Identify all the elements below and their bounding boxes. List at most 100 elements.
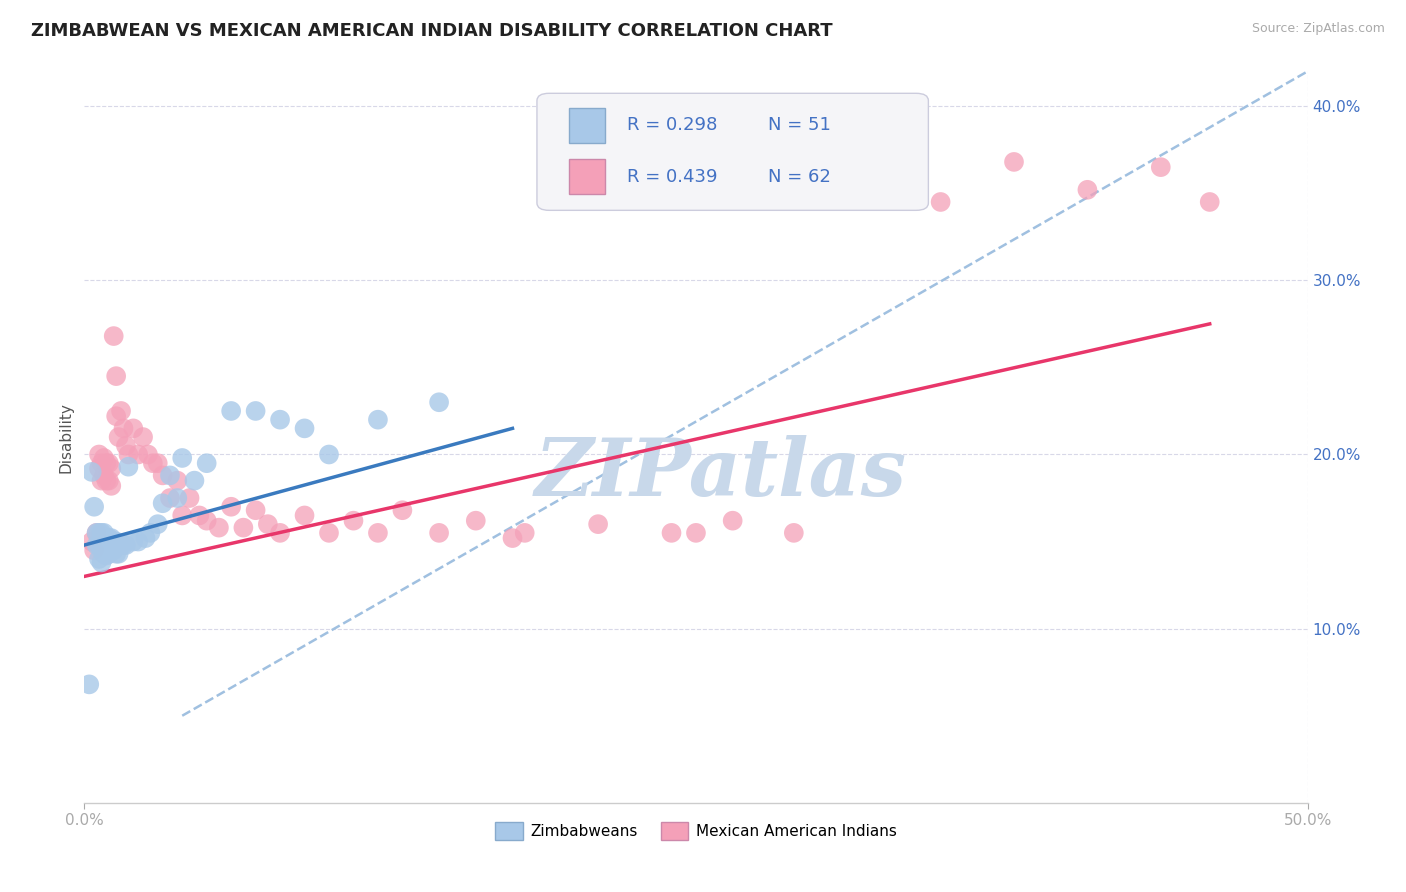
Point (93, 534, 115, 549)
Point (86, 525, 108, 540)
Point (90, 556, 112, 570)
Point (294, 421, 316, 435)
Point (115, 439, 138, 453)
Text: Source: ZipAtlas.com: Source: ZipAtlas.com (1251, 22, 1385, 36)
Point (172, 508, 194, 523)
Point (87, 552, 110, 566)
Point (110, 538, 132, 552)
Text: R = 0.298: R = 0.298 (627, 117, 718, 135)
Point (83, 500, 105, 514)
Point (135, 531, 157, 545)
Point (87, 461, 110, 475)
Point (195, 456, 218, 470)
Point (80, 465, 103, 479)
Point (110, 404, 132, 418)
FancyBboxPatch shape (537, 94, 928, 211)
Point (179, 491, 201, 505)
Point (929, 194, 952, 209)
Text: N = 62: N = 62 (768, 168, 831, 186)
Point (183, 474, 205, 488)
Point (166, 474, 188, 488)
Point (159, 468, 181, 483)
Point (783, 525, 806, 540)
Point (269, 412, 291, 426)
Point (100, 531, 122, 545)
Point (232, 521, 254, 535)
Point (96, 474, 118, 488)
Point (685, 525, 707, 540)
Point (391, 503, 413, 517)
Point (105, 369, 128, 384)
Text: ZIMBABWEAN VS MEXICAN AMERICAN INDIAN DISABILITY CORRELATION CHART: ZIMBABWEAN VS MEXICAN AMERICAN INDIAN DI… (31, 22, 832, 40)
Point (122, 534, 145, 549)
Point (93, 450, 115, 465)
Point (159, 491, 181, 505)
Point (152, 496, 174, 510)
Point (136, 448, 159, 462)
Text: R = 0.439: R = 0.439 (627, 168, 718, 186)
Point (105, 547, 128, 561)
Bar (569, 108, 606, 143)
Point (90, 543, 112, 558)
Point (1002, 155, 1025, 169)
Point (245, 404, 267, 418)
Point (97, 456, 120, 470)
Point (146, 456, 169, 470)
Point (1198, 194, 1220, 209)
Point (97, 538, 120, 552)
Point (127, 448, 149, 462)
Point (367, 525, 389, 540)
Point (172, 450, 194, 465)
Point (1076, 183, 1098, 197)
Point (90, 525, 112, 540)
Point (103, 543, 125, 558)
Point (96, 456, 118, 470)
Point (146, 517, 169, 532)
Point (100, 479, 122, 493)
Point (87, 538, 110, 552)
Point (115, 538, 138, 552)
Point (87, 525, 110, 540)
Point (93, 525, 115, 540)
Point (100, 540, 122, 554)
Point (112, 421, 135, 435)
Point (96, 549, 118, 563)
Point (97, 547, 120, 561)
Point (83, 543, 105, 558)
Point (721, 514, 744, 528)
Point (97, 531, 120, 545)
Point (93, 468, 115, 483)
Point (90, 474, 112, 488)
Point (208, 521, 231, 535)
Point (107, 547, 129, 561)
Point (103, 329, 125, 343)
Point (318, 448, 340, 462)
Point (1150, 160, 1173, 174)
Text: ZIPatlas: ZIPatlas (534, 435, 907, 512)
Point (245, 503, 267, 517)
Point (86, 525, 108, 540)
Point (427, 525, 450, 540)
Point (139, 525, 162, 540)
Point (464, 514, 486, 528)
Point (117, 459, 139, 474)
Point (257, 517, 280, 532)
Point (132, 430, 155, 444)
Point (427, 395, 450, 409)
Point (97, 474, 120, 488)
Bar (569, 159, 606, 194)
Legend: Zimbabweans, Mexican American Indians: Zimbabweans, Mexican American Indians (489, 815, 903, 847)
Point (219, 404, 242, 418)
Point (342, 514, 364, 528)
Point (142, 456, 165, 470)
Point (107, 430, 129, 444)
Point (661, 525, 683, 540)
Point (586, 517, 609, 532)
Point (856, 160, 879, 174)
Point (188, 508, 211, 523)
Point (117, 448, 139, 462)
Point (77, 677, 100, 691)
Point (100, 461, 122, 475)
Point (269, 525, 291, 540)
Text: N = 51: N = 51 (768, 117, 831, 135)
